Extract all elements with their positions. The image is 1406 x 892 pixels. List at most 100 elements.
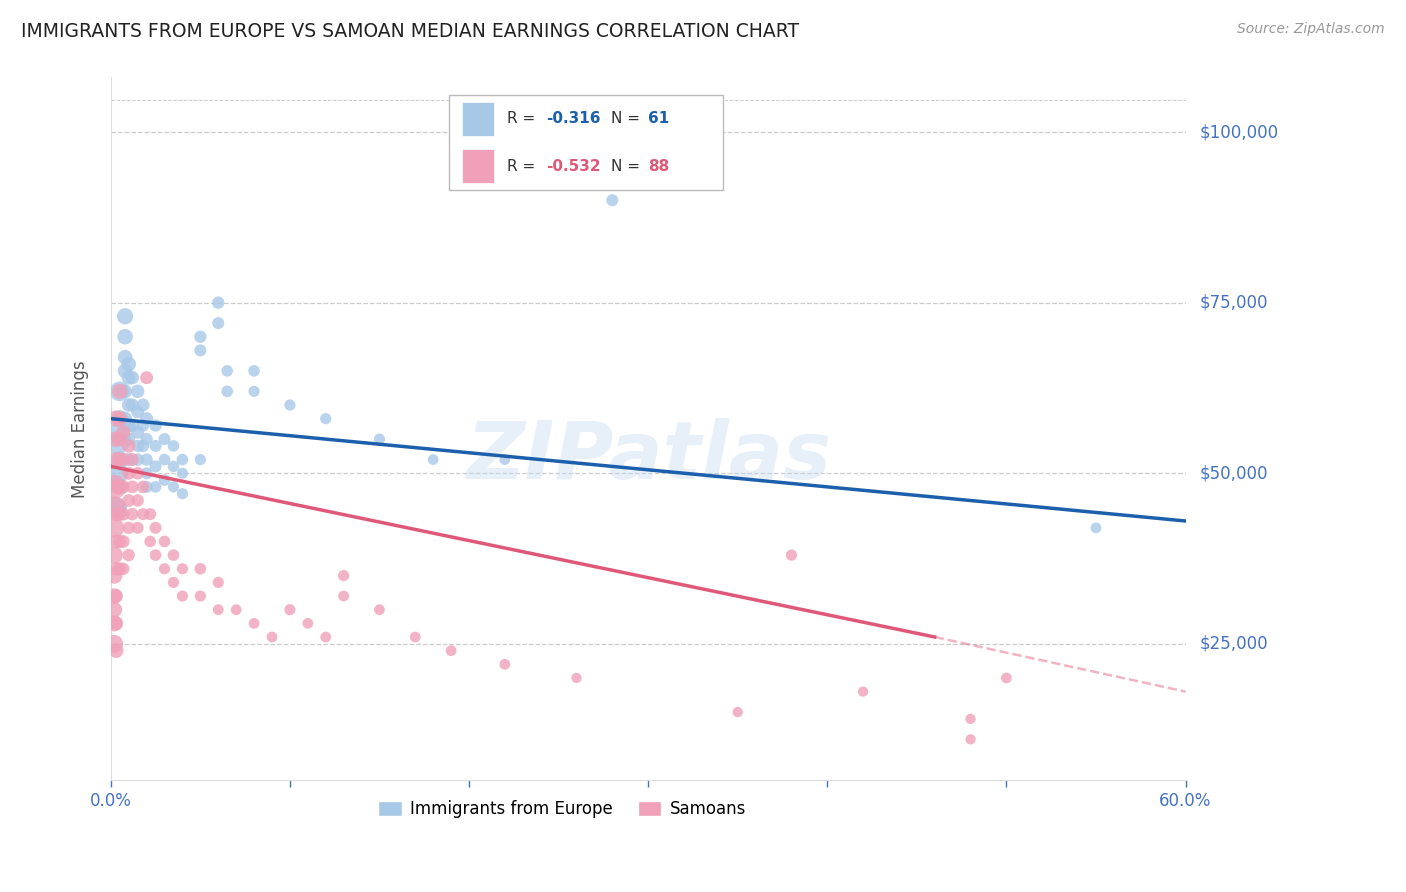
Point [108, 432, 131, 446]
Text: R =: R = [508, 112, 540, 127]
Point [118, 548, 141, 562]
Point [105, 480, 128, 494]
Point [112, 562, 135, 576]
Point [108, 500, 131, 515]
Point [145, 459, 167, 474]
Point [440, 643, 463, 657]
Point [112, 480, 135, 494]
Point [127, 493, 149, 508]
Point [172, 467, 194, 481]
Point [105, 432, 128, 446]
Point [172, 486, 194, 500]
Point [114, 384, 136, 399]
Point [112, 507, 135, 521]
Text: ZIPatlas: ZIPatlas [465, 418, 831, 496]
Point [108, 411, 131, 425]
Point [103, 616, 125, 631]
Point [108, 562, 131, 576]
Point [135, 370, 157, 384]
Point [297, 616, 319, 631]
Point [114, 364, 136, 378]
Point [188, 589, 211, 603]
Point [105, 467, 128, 481]
Point [153, 452, 176, 467]
Point [132, 418, 155, 433]
Point [127, 425, 149, 440]
Text: -0.316: -0.316 [546, 112, 600, 127]
Point [368, 603, 391, 617]
Text: Source: ZipAtlas.com: Source: ZipAtlas.com [1237, 22, 1385, 37]
Point [105, 500, 128, 515]
Text: $50,000: $50,000 [1199, 464, 1268, 483]
Point [121, 452, 143, 467]
Point [103, 500, 125, 515]
Point [114, 350, 136, 364]
Point [959, 732, 981, 747]
Point [332, 568, 354, 582]
Point [1084, 521, 1107, 535]
Point [852, 684, 875, 698]
Point [118, 418, 141, 433]
Point [114, 330, 136, 344]
Point [565, 671, 588, 685]
Point [188, 343, 211, 358]
Point [108, 507, 131, 521]
Point [404, 630, 426, 644]
Point [162, 548, 184, 562]
Point [118, 439, 141, 453]
Point [105, 507, 128, 521]
FancyBboxPatch shape [463, 102, 495, 136]
Point [780, 548, 803, 562]
Point [121, 480, 143, 494]
Point [103, 480, 125, 494]
Point [103, 589, 125, 603]
Text: N =: N = [610, 159, 644, 174]
Point [153, 473, 176, 487]
Point [188, 330, 211, 344]
Point [118, 467, 141, 481]
Point [105, 643, 128, 657]
Point [108, 534, 131, 549]
Point [278, 603, 301, 617]
Point [103, 548, 125, 562]
Point [118, 357, 141, 371]
Point [118, 398, 141, 412]
Point [162, 439, 184, 453]
Point [118, 521, 141, 535]
Point [103, 521, 125, 535]
FancyBboxPatch shape [463, 149, 495, 183]
Point [217, 384, 239, 399]
Point [278, 398, 301, 412]
Point [243, 384, 266, 399]
Legend: Immigrants from Europe, Samoans: Immigrants from Europe, Samoans [371, 793, 752, 825]
Point [422, 452, 444, 467]
Point [135, 480, 157, 494]
Point [105, 616, 128, 631]
Text: R =: R = [508, 159, 540, 174]
Point [108, 452, 131, 467]
Point [172, 562, 194, 576]
Point [132, 507, 155, 521]
Point [217, 364, 239, 378]
Point [727, 705, 749, 719]
Text: $100,000: $100,000 [1199, 123, 1278, 141]
Point [127, 521, 149, 535]
Point [243, 364, 266, 378]
FancyBboxPatch shape [450, 95, 723, 190]
Point [121, 398, 143, 412]
Point [135, 432, 157, 446]
Point [108, 384, 131, 399]
Point [207, 316, 229, 330]
Point [135, 467, 157, 481]
Point [118, 452, 141, 467]
Point [105, 589, 128, 603]
Point [145, 439, 167, 453]
Point [172, 589, 194, 603]
Point [162, 459, 184, 474]
Text: $25,000: $25,000 [1199, 635, 1268, 653]
Point [105, 562, 128, 576]
Point [121, 418, 143, 433]
Point [145, 480, 167, 494]
Point [145, 521, 167, 535]
Text: 61: 61 [648, 112, 669, 127]
